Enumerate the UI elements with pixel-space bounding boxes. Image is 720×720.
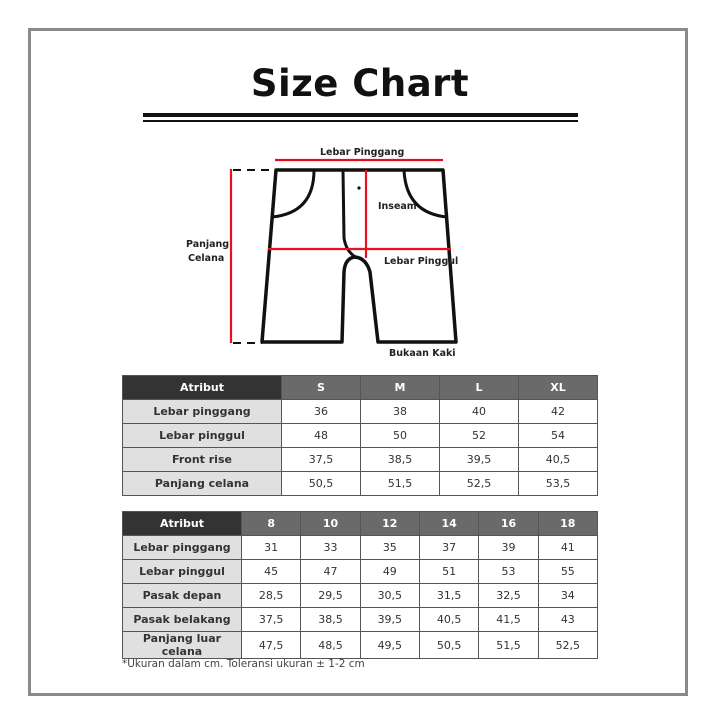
size-value: 48,5 [300,631,361,659]
size-value: 39,5 [359,607,420,632]
size-table-numbers: Atribut 8 10 12 14 16 18 Lebar pinggang 31 33 35 37… [122,511,599,659]
shorts-diagram [229,158,458,344]
label-hip: Lebar Pinggul [384,256,459,267]
header-size: 8 [240,511,302,536]
size-value: 32,5 [478,583,539,608]
table-row: Lebar pinggang 36 38 40 42 [122,399,598,424]
size-value: 45 [240,559,302,584]
row-label: Panjang luar celana [122,631,242,659]
label-length-2: Celana [188,253,225,264]
size-value: 37,5 [240,607,302,632]
header-size: M [360,375,440,400]
row-label: Lebar pinggul [122,423,282,448]
size-value: 41 [537,535,599,560]
table-row: Panjang luar celana 47,5 48,5 49,5 50,5 51,5 5… [122,631,599,659]
size-value: 52,5 [439,471,519,496]
size-value: 53 [478,559,539,584]
header-size: 16 [478,511,539,536]
label-waist: Lebar Pinggang [320,147,405,158]
header-size: 12 [359,511,420,536]
table-row: Front rise 37,5 38,5 39,5 40,5 [122,447,598,472]
size-value: 40,5 [518,447,598,472]
size-value: 38 [360,399,440,424]
header-row: Atribut 8 10 12 14 16 18 [122,511,599,536]
row-label: Lebar pinggul [122,559,242,584]
size-value: 51,5 [360,471,440,496]
size-value: 37,5 [281,447,361,472]
row-label: Panjang celana [122,471,282,496]
size-value: 49,5 [359,631,420,659]
size-value: 40 [439,399,519,424]
footnote: *Ukuran dalam cm. Toleransi ukuran ± 1-2… [122,658,365,670]
header-size: 18 [537,511,599,536]
size-value: 39 [478,535,539,560]
size-value: 47,5 [240,631,302,659]
table-row: Lebar pinggang 31 33 35 37 39 41 [122,535,599,560]
right-pocket [402,169,448,219]
header-size: L [439,375,519,400]
size-value: 48 [281,423,361,448]
table-row: Panjang celana 50,5 51,5 52,5 53,5 [122,471,598,496]
table-row: Pasak belakang 37,5 38,5 39,5 40,5 41,5 43 [122,607,599,632]
size-value: 55 [537,559,599,584]
size-value: 53,5 [518,471,598,496]
size-value: 39,5 [439,447,519,472]
button-dot [357,186,361,190]
table-row: Lebar pinggul 45 47 49 51 53 55 [122,559,599,584]
row-label: Lebar pinggang [122,535,242,560]
size-table-letters: Atribut S M L XL Lebar pinggang 36 38 40 42 Lebar … [122,375,598,496]
size-value: 31,5 [418,583,480,608]
title-underline [143,113,578,117]
table-row: Lebar pinggul 48 50 52 54 [122,423,598,448]
title-underline-thin [143,120,578,122]
size-value: 35 [359,535,420,560]
size-value: 43 [537,607,599,632]
size-value: 38,5 [300,607,361,632]
size-value: 38,5 [360,447,440,472]
size-value: 41,5 [478,607,539,632]
size-value: 30,5 [359,583,420,608]
header-size: 14 [418,511,480,536]
size-value: 50 [360,423,440,448]
label-length-1: Panjang [186,239,230,250]
size-value: 34 [537,583,599,608]
size-value: 29,5 [300,583,361,608]
size-value: 33 [300,535,361,560]
size-value: 47 [300,559,361,584]
size-value: 40,5 [418,607,480,632]
header-size: XL [518,375,598,400]
label-inseam: Inseam [378,201,417,212]
size-value: 54 [518,423,598,448]
header-attribute: Atribut [122,511,242,536]
page-frame [28,28,688,696]
table-row: Pasak depan 28,5 29,5 30,5 31,5 32,5 34 [122,583,599,608]
row-label: Pasak belakang [122,607,242,632]
header-row: Atribut S M L XL [122,375,598,400]
header-attribute: Atribut [122,375,282,400]
header-size: 10 [300,511,361,536]
size-value: 50,5 [281,471,361,496]
page-title: Size Chart [250,62,470,105]
size-value: 52,5 [537,631,599,659]
size-value: 36 [281,399,361,424]
label-leg-opening: Bukaan Kaki [389,348,456,359]
row-label: Lebar pinggang [122,399,282,424]
fly-seam [341,169,358,260]
row-label: Pasak depan [122,583,242,608]
row-label: Front rise [122,447,282,472]
size-value: 28,5 [240,583,302,608]
size-value: 50,5 [418,631,480,659]
size-value: 51,5 [478,631,539,659]
size-value: 49 [359,559,420,584]
left-pocket [271,169,316,219]
header-size: S [281,375,361,400]
size-value: 31 [240,535,302,560]
size-value: 42 [518,399,598,424]
size-value: 51 [418,559,480,584]
size-value: 37 [418,535,480,560]
size-value: 52 [439,423,519,448]
